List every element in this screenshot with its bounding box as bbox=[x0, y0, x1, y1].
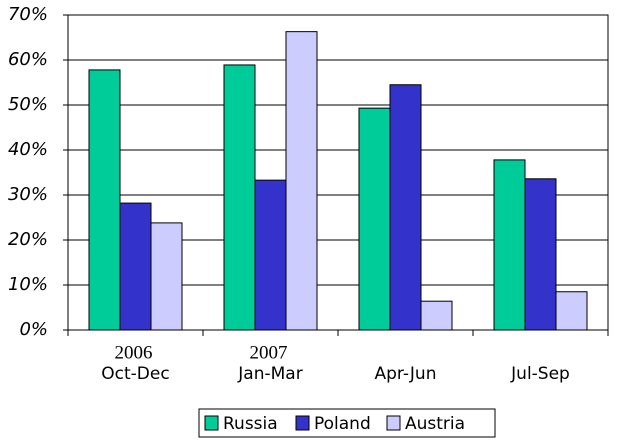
bar bbox=[555, 291, 588, 331]
bar bbox=[389, 84, 422, 331]
bar bbox=[119, 202, 152, 331]
bar bbox=[358, 107, 391, 331]
y-tick-label: 0% bbox=[19, 319, 48, 340]
y-tick-label: 50% bbox=[8, 94, 48, 115]
x-tick-year: 2007 bbox=[250, 342, 288, 363]
x-tick-label: Apr-Jun bbox=[375, 364, 437, 384]
legend-label: Russia bbox=[223, 414, 278, 434]
legend-swatch bbox=[204, 415, 219, 431]
x-tick-label: Oct-Dec bbox=[101, 364, 169, 384]
y-tick-label: 60% bbox=[8, 49, 48, 70]
bar bbox=[254, 179, 287, 331]
legend bbox=[198, 408, 496, 438]
bar bbox=[524, 178, 557, 331]
bar bbox=[150, 222, 183, 331]
y-tick-label: 70% bbox=[8, 4, 48, 25]
x-tick-label: Jan-Mar bbox=[237, 364, 302, 384]
legend-swatch bbox=[295, 415, 310, 431]
x-tick-year: 2006 bbox=[115, 342, 153, 363]
y-tick-label: 10% bbox=[8, 274, 48, 295]
y-tick-label: 20% bbox=[8, 229, 48, 250]
bar bbox=[285, 31, 318, 331]
bar bbox=[420, 300, 453, 331]
bar bbox=[493, 159, 526, 331]
x-tick-label: Jul-Sep bbox=[510, 364, 570, 384]
y-tick-label: 40% bbox=[8, 139, 48, 160]
legend-label: Austria bbox=[405, 414, 465, 434]
legend-swatch bbox=[386, 415, 401, 431]
y-tick-label: 30% bbox=[8, 184, 48, 205]
bar bbox=[88, 69, 121, 331]
legend-label: Poland bbox=[314, 414, 371, 434]
bar bbox=[223, 64, 256, 331]
